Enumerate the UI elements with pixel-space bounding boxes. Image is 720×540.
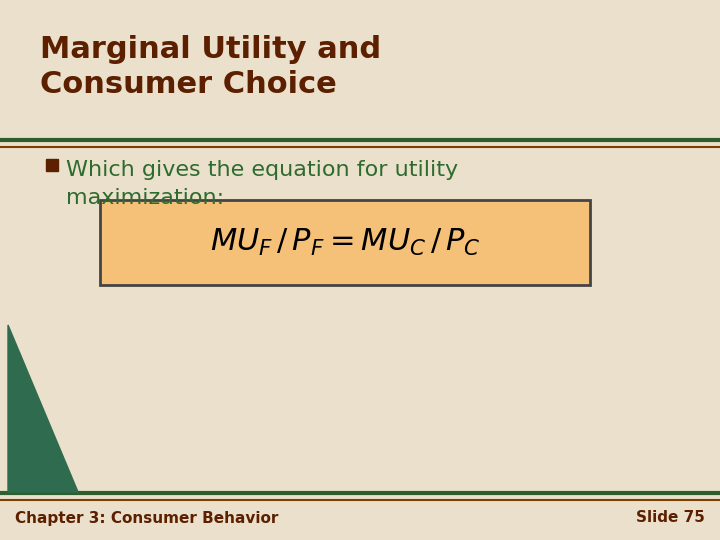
- Text: Chapter 3: Consumer Behavior: Chapter 3: Consumer Behavior: [15, 510, 279, 525]
- Text: Which gives the equation for utility
maximization:: Which gives the equation for utility max…: [66, 160, 458, 208]
- Text: Slide 75: Slide 75: [636, 510, 705, 525]
- Text: Marginal Utility and
Consumer Choice: Marginal Utility and Consumer Choice: [40, 35, 381, 99]
- Text: $\mathit{MU}_F\,/\,\mathit{P}_F = \mathit{MU}_C\,/\,\mathit{P}_C$: $\mathit{MU}_F\,/\,\mathit{P}_F = \mathi…: [210, 227, 480, 258]
- Polygon shape: [8, 325, 78, 492]
- Bar: [100, 200, 590, 285]
